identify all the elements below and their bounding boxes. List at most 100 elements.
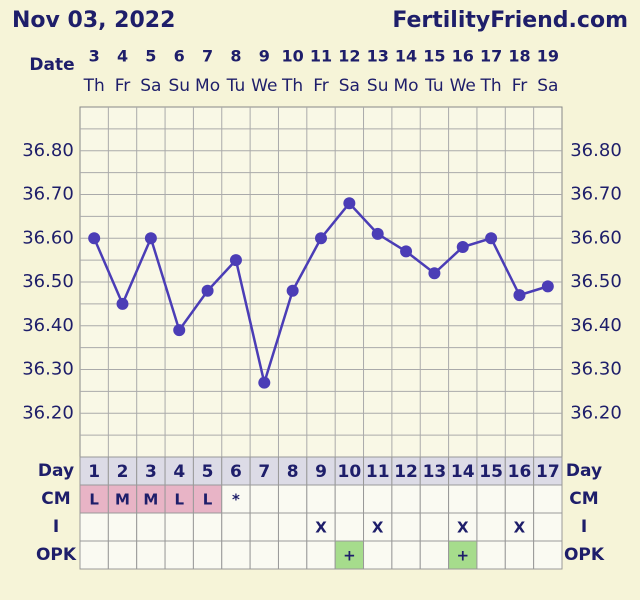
- table-cell: [533, 512, 563, 542]
- table-cell: [79, 540, 109, 570]
- data-point: [144, 232, 157, 245]
- data-point: [315, 232, 327, 245]
- x-tick-label: 13: [367, 47, 389, 66]
- data-point: [456, 241, 469, 253]
- cell-text: 11: [366, 462, 390, 482]
- weekday-label: Sa: [339, 76, 360, 96]
- weekday-label: Sa: [537, 76, 558, 96]
- y-tick-label-right: 36.40: [570, 315, 622, 336]
- table-cell: [277, 484, 308, 514]
- table-cell: [277, 540, 308, 570]
- weekday-label: Sa: [140, 76, 161, 96]
- y-tick-label-right: 36.70: [570, 184, 622, 205]
- table-cell: [334, 484, 365, 514]
- data-point: [541, 280, 554, 293]
- cell-text: *: [232, 491, 240, 509]
- row-label: OPK: [36, 545, 77, 565]
- data-point: [428, 267, 441, 280]
- cell-text: X: [372, 519, 384, 537]
- y-tick-label: 36.20: [22, 402, 74, 423]
- cell-text: +: [343, 547, 356, 565]
- weekday-label: Tu: [424, 76, 444, 96]
- cell-text: M: [115, 491, 130, 509]
- data-point: [116, 297, 129, 310]
- table-cell: [476, 512, 506, 542]
- table-cell: [419, 512, 450, 542]
- table-cell: [363, 540, 393, 570]
- cell-text: 3: [145, 462, 157, 482]
- table-cell: [504, 512, 535, 542]
- weekday-label: We: [450, 76, 476, 96]
- row-label: CM: [41, 489, 70, 509]
- cell-text: M: [143, 491, 158, 509]
- weekday-label: We: [251, 76, 277, 96]
- cell-text: 16: [508, 462, 532, 482]
- data-point: [513, 289, 526, 302]
- table-cell: [277, 512, 308, 542]
- x-tick-label: 18: [508, 47, 530, 66]
- x-tick-label: 15: [423, 47, 445, 66]
- y-tick-label: 36.80: [22, 140, 74, 161]
- table-cell: [221, 456, 251, 486]
- table-cell: [476, 540, 506, 570]
- table-cell: [504, 484, 535, 514]
- table-cell: [391, 512, 421, 542]
- cell-text: L: [174, 491, 184, 509]
- table-cell: [221, 484, 251, 514]
- cell-text: 17: [536, 462, 560, 482]
- table-cell: [221, 512, 251, 542]
- x-tick-label: 7: [202, 47, 213, 66]
- table-cell: [306, 456, 336, 486]
- table-cell: [476, 484, 506, 514]
- table-cell: [363, 484, 393, 514]
- table-cell: [107, 540, 138, 570]
- table-cell: [79, 484, 109, 514]
- table-cell: [164, 512, 194, 542]
- x-tick-label: 14: [395, 47, 417, 66]
- data-point: [258, 376, 271, 389]
- table-cell: [448, 456, 478, 486]
- x-tick-label: 3: [89, 47, 100, 66]
- table-cell: [249, 512, 279, 542]
- table-cell: [306, 540, 336, 570]
- x-tick-label: 10: [282, 47, 304, 66]
- data-point: [229, 254, 242, 267]
- x-tick-label: 16: [452, 47, 474, 66]
- weekday-label: Su: [168, 76, 190, 96]
- y-tick-label-right: 36.80: [570, 140, 622, 161]
- x-tick-label: 19: [537, 47, 559, 66]
- row-label-right: CM: [569, 489, 598, 509]
- cell-text: 15: [479, 462, 503, 482]
- table-cell: [192, 540, 223, 570]
- row-label-right: OPK: [564, 545, 605, 565]
- x-tick-label: 8: [230, 47, 241, 66]
- table-cell: [448, 484, 478, 514]
- cell-text: X: [315, 519, 327, 537]
- table-cell: [192, 512, 223, 542]
- table-cell: [391, 540, 421, 570]
- table-cell: [306, 484, 336, 514]
- table-cell: [164, 456, 194, 486]
- table-cell: [107, 484, 138, 514]
- cell-text: X: [457, 519, 469, 537]
- y-tick-label-right: 36.50: [570, 271, 622, 292]
- x-tick-label: 6: [174, 47, 185, 66]
- weekday-label: Su: [367, 76, 389, 96]
- weekday-label: Fr: [115, 76, 131, 96]
- table-cell: [533, 484, 563, 514]
- table-cell: [107, 456, 138, 486]
- y-tick-label-right: 36.20: [570, 402, 622, 423]
- table-cell: [363, 512, 393, 542]
- table-cell: [107, 512, 138, 542]
- table-cell: [363, 456, 393, 486]
- table-cell: [533, 456, 563, 486]
- table-cell: [448, 512, 478, 542]
- table-cell: [476, 456, 506, 486]
- cell-text: 1: [88, 462, 100, 482]
- x-tick-label: 4: [117, 47, 128, 66]
- x-tick-label: 12: [338, 47, 360, 66]
- x-axis-label: Date: [29, 55, 74, 75]
- table-cell: [249, 540, 279, 570]
- table-cell: [136, 512, 166, 542]
